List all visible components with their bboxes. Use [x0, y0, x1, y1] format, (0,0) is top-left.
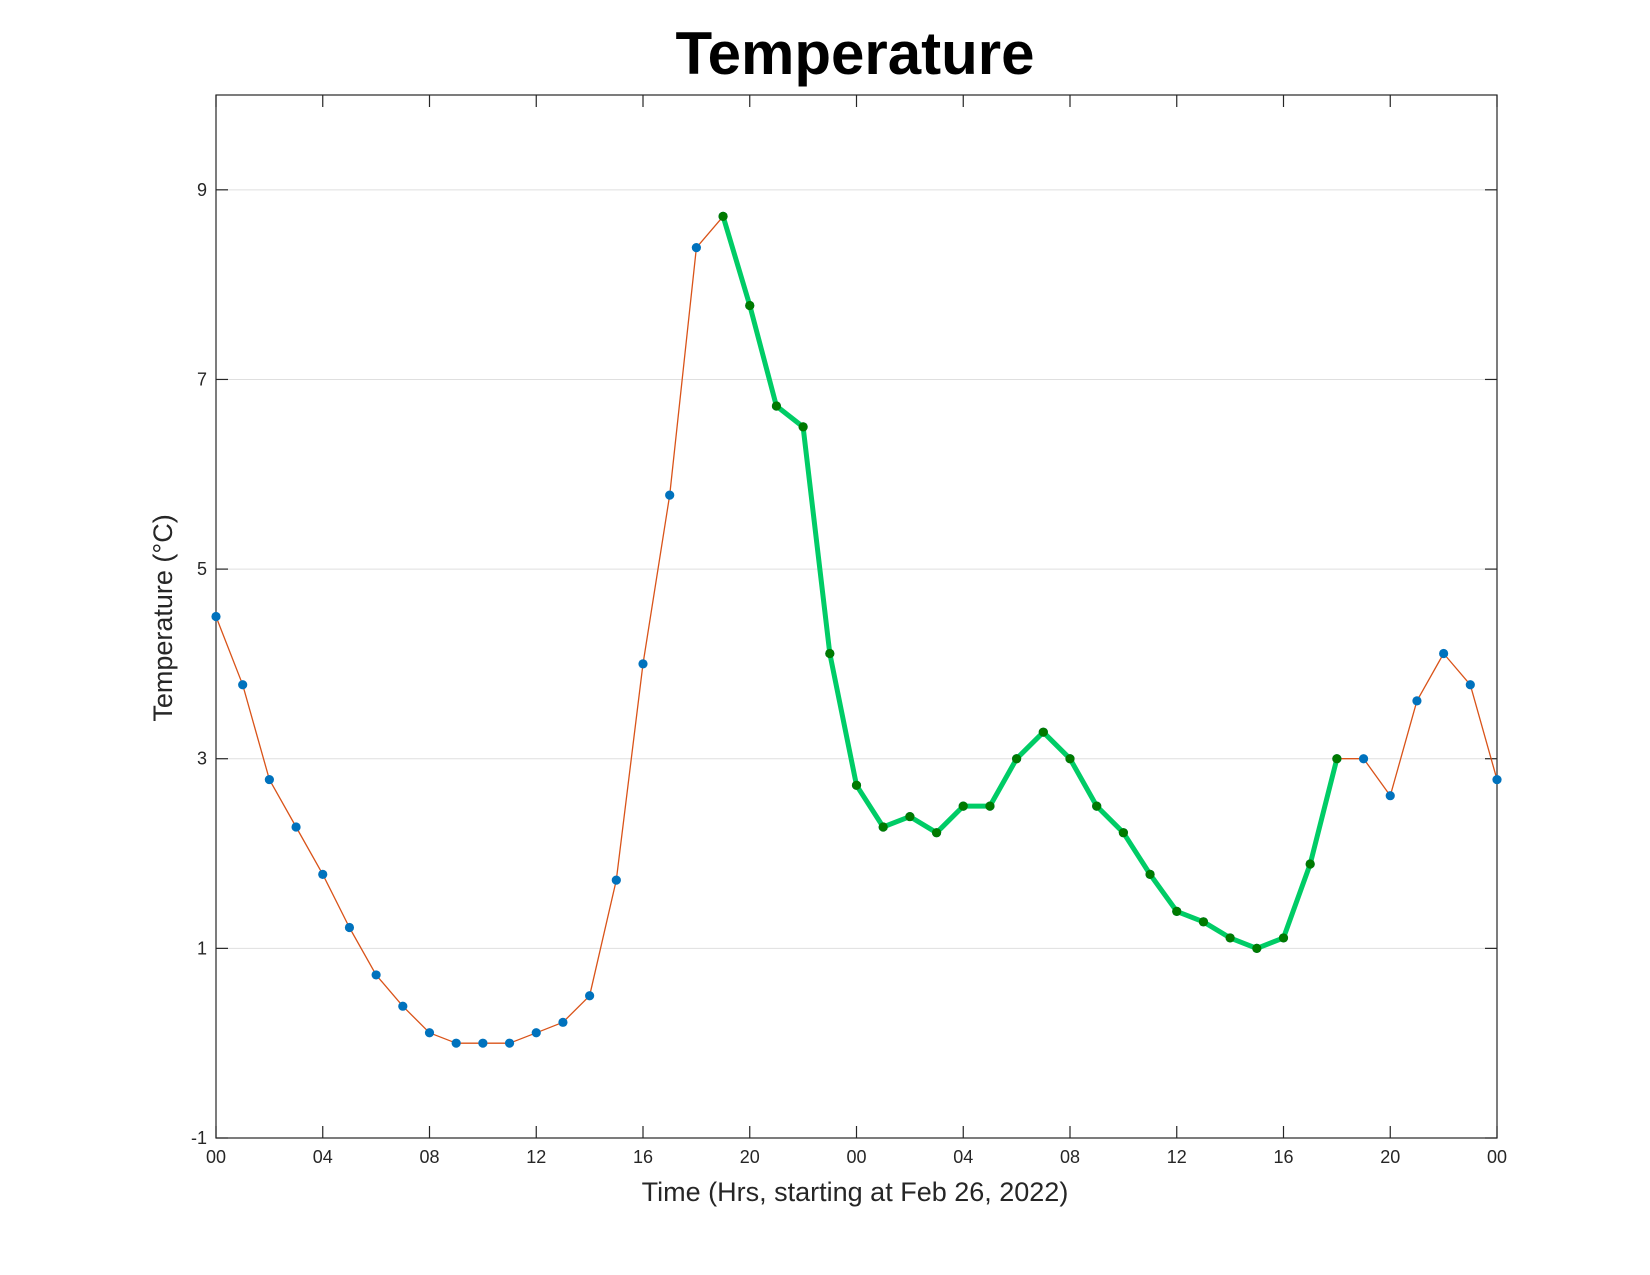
- highlight-data-point: [1172, 906, 1182, 916]
- x-tick-label: 08: [419, 1147, 439, 1167]
- data-point: [371, 970, 381, 980]
- y-tick-label: 7: [197, 369, 207, 389]
- data-point: [344, 922, 355, 933]
- x-tick-label: 00: [1487, 1147, 1507, 1167]
- data-point: [424, 1028, 435, 1038]
- axis-ticks: -1 1 3 5 7 9 00 04 08 12 16 20 00 04 08 12 16 20 00: [191, 95, 1507, 1167]
- data-point: [318, 869, 328, 880]
- highlight-data-point: [851, 780, 862, 790]
- y-tick-label: 1: [197, 938, 207, 958]
- data-point: [1358, 754, 1369, 764]
- highlight-data-point: [905, 811, 915, 822]
- plot-area: [215, 94, 1498, 1139]
- x-tick-label: 16: [1273, 1147, 1293, 1167]
- data-point: [478, 1038, 488, 1048]
- highlight-data-point: [1145, 869, 1155, 880]
- highlight-data-point: [1252, 943, 1262, 953]
- y-axis-label: Temperature (°C): [148, 514, 178, 721]
- highlight-data-point: [745, 300, 755, 311]
- highlight-data-point: [718, 211, 728, 221]
- highlight-data-point: [1092, 801, 1102, 811]
- data-point: [665, 490, 675, 500]
- x-tick-label: 12: [526, 1147, 546, 1167]
- x-tick-label: 12: [1167, 1147, 1187, 1167]
- series-line-full: [215, 215, 1498, 1044]
- highlight-data-point: [771, 401, 782, 411]
- highlight-data-point: [825, 648, 835, 659]
- data-point: [585, 991, 595, 1001]
- data-point: [238, 680, 248, 690]
- data-point: [291, 822, 301, 832]
- data-point: [1412, 696, 1422, 706]
- highlight-data-point: [1305, 859, 1315, 869]
- highlight-data-point: [1278, 933, 1289, 943]
- highlight-data-point: [878, 822, 888, 832]
- x-tick-label: 00: [206, 1147, 226, 1167]
- data-point: [264, 774, 274, 785]
- x-axis-label: Time (Hrs, starting at Feb 26, 2022): [642, 1177, 1069, 1207]
- highlight-data-point: [798, 422, 808, 432]
- y-tick-label: 3: [197, 749, 207, 769]
- x-tick-label: 04: [313, 1147, 333, 1167]
- data-point: [691, 243, 701, 253]
- y-tick-label: 9: [197, 180, 207, 200]
- data-point: [504, 1038, 515, 1048]
- data-point: [398, 1001, 408, 1011]
- series-line-highlight: [720, 213, 1340, 951]
- data-point: [1492, 774, 1502, 785]
- chart-title: Temperature: [675, 20, 1034, 87]
- highlight-data-point: [1332, 754, 1342, 764]
- highlight-data-point: [1198, 917, 1209, 927]
- highlight-data-point: [958, 801, 968, 811]
- highlight-data-point: [1118, 828, 1128, 838]
- data-point: [558, 1017, 568, 1027]
- highlight-data-point: [1038, 727, 1048, 737]
- data-point: [611, 875, 621, 885]
- highlight-data-point: [1012, 754, 1022, 764]
- data-point: [531, 1028, 541, 1038]
- x-tick-label: 16: [633, 1147, 653, 1167]
- data-point: [451, 1038, 461, 1048]
- highlight-data-point: [985, 801, 995, 811]
- x-tick-label: 20: [740, 1147, 760, 1167]
- data-point: [1385, 791, 1395, 801]
- x-tick-label: 20: [1380, 1147, 1400, 1167]
- highlight-data-point: [1065, 754, 1075, 764]
- y-tick-label: 5: [197, 559, 207, 579]
- highlight-data-point: [931, 828, 942, 838]
- y-tick-label: -1: [191, 1128, 207, 1148]
- data-point: [1439, 648, 1449, 659]
- x-tick-label: 04: [953, 1147, 973, 1167]
- x-tick-label: 08: [1060, 1147, 1080, 1167]
- data-point: [1465, 680, 1475, 690]
- data-point: [638, 659, 648, 669]
- highlight-data-point: [1225, 933, 1235, 943]
- grid-lines: [216, 189, 1497, 949]
- data-series: [211, 211, 1502, 1048]
- data-point: [211, 611, 221, 622]
- x-tick-label: 00: [846, 1147, 866, 1167]
